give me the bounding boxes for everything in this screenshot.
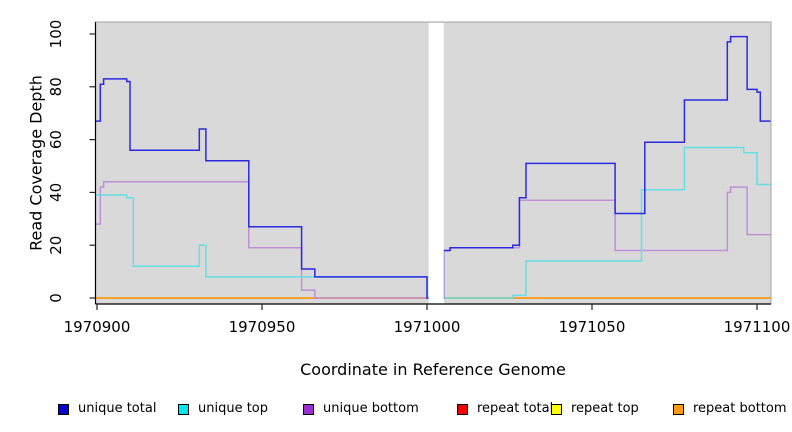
x-tick-label: 1970950 bbox=[229, 318, 296, 336]
y-tick-label: 0 bbox=[47, 293, 65, 303]
y-tick-label: 60 bbox=[47, 130, 65, 149]
y-tick-label: 20 bbox=[47, 236, 65, 255]
y-axis-title: Read Coverage Depth bbox=[26, 75, 46, 251]
x-tick-label: 1971100 bbox=[724, 318, 791, 336]
x-tick-label: 1970900 bbox=[64, 318, 131, 336]
x-axis-title: Coordinate in Reference Genome bbox=[300, 360, 566, 379]
series-line-unique-total bbox=[95, 35, 771, 299]
x-tick-label: 1971050 bbox=[559, 318, 626, 336]
x-tick-label: 1971000 bbox=[394, 318, 461, 336]
y-tick-label: 40 bbox=[47, 183, 65, 202]
y-tick-label: 80 bbox=[47, 77, 65, 96]
series-line-unique-top bbox=[95, 146, 771, 299]
y-tick-label: 100 bbox=[47, 20, 65, 49]
data-gap-band bbox=[428, 22, 444, 304]
